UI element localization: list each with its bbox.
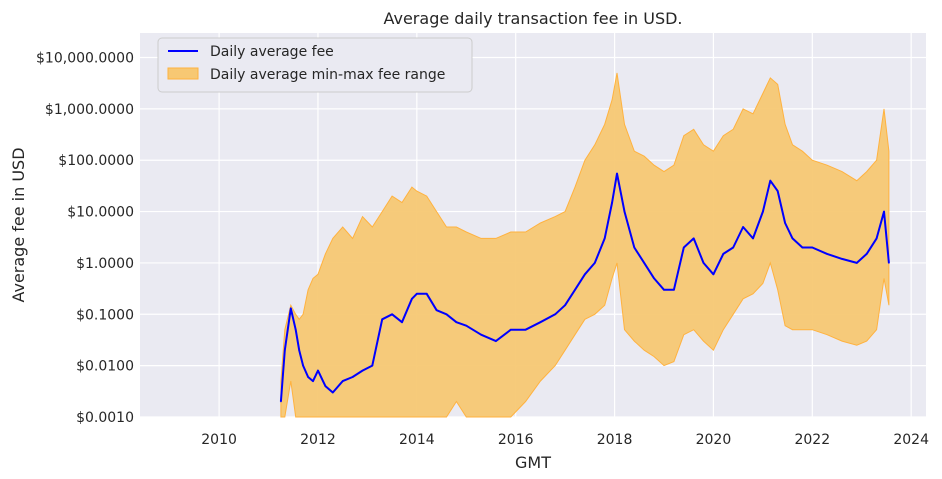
daily-average-fee-point [594, 262, 596, 264]
daily-average-fee-point [307, 376, 309, 378]
daily-average-fee-point [875, 237, 878, 240]
daily-average-fee-point [416, 293, 418, 295]
daily-average-fee-point [361, 369, 364, 372]
daily-average-fee-point [888, 262, 890, 264]
daily-average-fee-point [539, 321, 542, 324]
daily-average-fee-point [445, 313, 448, 316]
y-tick-label: $1.0000 [76, 256, 134, 272]
legend: Daily average fee Daily average min-max … [157, 37, 473, 93]
daily-average-fee-point [371, 364, 374, 367]
daily-average-fee-point [776, 190, 779, 192]
daily-average-fee-point [298, 349, 301, 352]
y-tick-label: $100.0000 [58, 153, 134, 169]
legend-label-daily-average-fee: Daily average fee [210, 44, 334, 60]
x-tick-label: 2024 [893, 432, 929, 448]
daily-average-fee-point [495, 340, 497, 342]
daily-average-fee-point [801, 246, 804, 249]
daily-average-fee-point [856, 262, 858, 264]
daily-average-fee-point [811, 246, 814, 249]
daily-average-fee-point [643, 262, 645, 264]
fee-range-band [280, 72, 890, 418]
daily-average-fee-point [673, 289, 675, 291]
daily-average-fee-point [391, 313, 393, 316]
daily-average-fee-point [411, 298, 413, 300]
daily-average-fee-point [683, 246, 685, 249]
x-tick-label: 2012 [300, 432, 336, 448]
daily-average-fee-point [611, 201, 613, 204]
y-tick-label: $0.0010 [76, 410, 134, 426]
daily-average-fee-point [294, 328, 297, 331]
x-axis-ticks: 2010 2012 2014 2016 2018 2020 2022 2024 [201, 432, 929, 448]
average-fee-line [279, 172, 890, 403]
daily-average-fee-point [603, 237, 606, 240]
daily-average-fee-point [732, 246, 734, 249]
daily-average-fee-point [883, 210, 885, 213]
chart-title: Average daily transaction fee in USD. [383, 9, 682, 28]
daily-average-fee-point [510, 328, 512, 331]
legend-label-min-max-fee-range: Daily average min-max fee range [210, 67, 445, 83]
daily-average-fee-point [290, 307, 292, 310]
daily-average-fee-point [742, 226, 744, 228]
daily-average-fee-point [616, 172, 618, 175]
legend-band-swatch [167, 67, 199, 80]
daily-average-fee-point [791, 237, 794, 240]
daily-average-fee-point [524, 328, 527, 331]
daily-average-fee-point [455, 321, 458, 324]
daily-average-fee-point [865, 253, 868, 255]
x-tick-label: 2014 [399, 432, 435, 448]
daily-average-fee-point [769, 179, 772, 182]
y-tick-label: $0.1000 [76, 307, 134, 323]
y-axis-label: Average fee in USD [9, 147, 28, 302]
daily-average-fee-point [841, 258, 843, 260]
daily-average-fee-point [692, 237, 695, 240]
daily-average-fee-point [302, 364, 304, 367]
x-tick-label: 2018 [597, 432, 633, 448]
min-max-fee-band [280, 72, 890, 418]
daily-average-fee-point [752, 237, 754, 240]
daily-average-fee-point [435, 309, 438, 312]
daily-average-fee-point [317, 369, 319, 372]
y-tick-label: $1,000.0000 [45, 102, 134, 118]
daily-average-fee-point [702, 262, 705, 264]
daily-average-fee-point [633, 246, 636, 249]
daily-average-fee-point [480, 333, 482, 336]
daily-average-fee-point [722, 253, 725, 255]
daily-average-fee-point [663, 289, 665, 291]
y-axis-ticks: $0.0010 $0.0100 $0.1000 $1.0000 $10.0000 $100… [36, 51, 134, 426]
daily-average-fee-point [564, 304, 566, 307]
daily-average-fee-point [623, 210, 626, 213]
x-tick-label: 2010 [201, 432, 237, 448]
daily-average-fee-point [312, 380, 314, 382]
daily-average-fee-point [332, 391, 334, 394]
x-axis-label: GMT [515, 453, 551, 472]
daily-average-fee-point [784, 222, 786, 224]
daily-average-fee-point [425, 293, 428, 295]
daily-average-fee-point [401, 321, 403, 324]
y-tick-label: $0.0100 [76, 359, 134, 375]
x-tick-label: 2020 [696, 432, 732, 448]
legend-box [157, 37, 473, 93]
y-tick-label: $10.0000 [67, 205, 134, 221]
daily-average-fee-point [465, 324, 468, 327]
daily-average-fee-point [762, 210, 764, 213]
y-tick-label: $10,000.0000 [36, 51, 134, 67]
daily-average-fee-point [554, 313, 556, 316]
daily-average-fee-point [653, 277, 655, 280]
daily-average-fee-point [324, 385, 327, 387]
daily-average-fee-point [574, 289, 576, 291]
daily-average-fee-point [584, 273, 586, 276]
daily-average-fee-point [826, 253, 828, 255]
daily-average-fee-point [712, 273, 715, 276]
daily-average-fee-point [351, 376, 354, 378]
daily-average-fee-point [381, 318, 384, 321]
daily-average-fee-point [341, 380, 344, 382]
daily-average-fee-point [280, 400, 282, 403]
daily-average-fee-point [284, 349, 286, 352]
x-tick-label: 2022 [794, 432, 830, 448]
daily-average-fee-line [279, 172, 890, 402]
x-tick-label: 2016 [498, 432, 534, 448]
